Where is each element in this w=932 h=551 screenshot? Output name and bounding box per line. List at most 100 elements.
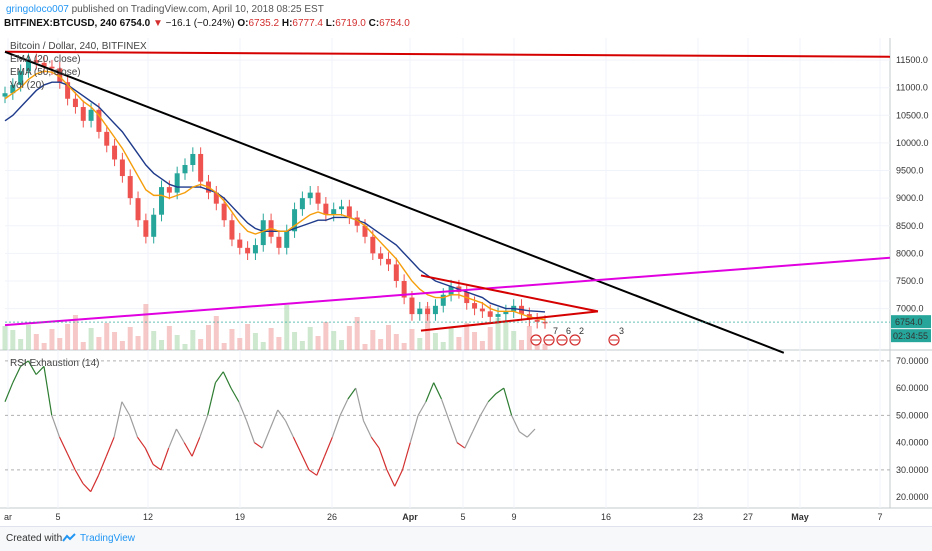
candle-body bbox=[198, 153, 204, 182]
rsi-segment bbox=[316, 456, 326, 476]
volume-bar bbox=[378, 339, 384, 350]
publish-line: gringoloco007 published on TradingView.c… bbox=[6, 4, 324, 15]
rsi-segment bbox=[378, 447, 388, 471]
rsi-segment bbox=[27, 360, 37, 375]
author-link[interactable]: gringoloco007 bbox=[6, 4, 69, 15]
legend-ema20[interactable]: EMA (20, close) bbox=[10, 54, 81, 65]
time-tick-label: 5 bbox=[55, 512, 60, 522]
time-tick-label: 9 bbox=[511, 512, 516, 522]
trendline bbox=[420, 310, 599, 332]
candle-body bbox=[182, 165, 188, 174]
candle-body bbox=[299, 198, 305, 210]
rsi-segment bbox=[199, 415, 209, 438]
volume-bar bbox=[159, 340, 165, 350]
candle-body bbox=[245, 247, 251, 254]
candle-body bbox=[331, 209, 337, 215]
open-label: O: bbox=[237, 18, 249, 29]
candle-body bbox=[401, 280, 407, 298]
rsi-segment bbox=[20, 360, 29, 367]
candle-body bbox=[276, 236, 282, 248]
volume-bar bbox=[135, 336, 141, 350]
candle-body bbox=[323, 203, 329, 215]
rsi-segment bbox=[519, 431, 528, 438]
legend-rsi[interactable]: RSI Exhaustion (14) bbox=[10, 358, 100, 369]
price-tick-label: 9000.0 bbox=[896, 193, 924, 203]
candle-body bbox=[284, 231, 290, 248]
candle-body bbox=[385, 258, 391, 265]
candle-body bbox=[41, 62, 47, 67]
candle-body bbox=[440, 294, 446, 306]
volume-bar bbox=[479, 341, 485, 350]
candle-body bbox=[432, 305, 438, 315]
rsi-segment bbox=[472, 415, 481, 432]
candle-body bbox=[378, 253, 384, 259]
price-change: −16.1 (−0.24%) bbox=[165, 18, 235, 29]
ema20-line bbox=[4, 70, 546, 321]
time-tick-label: ar bbox=[4, 512, 12, 522]
rsi-segment bbox=[464, 431, 474, 449]
rsi-pane[interactable] bbox=[4, 360, 890, 493]
volume-bar bbox=[307, 327, 313, 350]
rsi-tick-label: 50.0000 bbox=[896, 410, 929, 420]
rsi-segment bbox=[207, 382, 217, 416]
volume-bar bbox=[495, 318, 501, 350]
rsi-segment bbox=[331, 415, 341, 438]
price-tick-label: 8500.0 bbox=[896, 221, 924, 231]
volume-bar bbox=[339, 340, 345, 350]
volume-bar bbox=[401, 343, 407, 350]
trendline bbox=[4, 50, 891, 58]
high-value: 6777.4 bbox=[292, 18, 323, 29]
candle-body bbox=[112, 145, 118, 160]
down-arrow-icon: ▼ bbox=[152, 18, 163, 29]
rsi-segment bbox=[479, 401, 489, 416]
volume-bar bbox=[80, 342, 86, 350]
rsi-segment bbox=[144, 447, 154, 465]
candle-body bbox=[315, 192, 321, 204]
symbol-label: BITFINEX:BTCUSD, 240 bbox=[4, 18, 117, 29]
ohlc-line: BITFINEX:BTCUSD, 240 6754.0 ▼ −16.1 (−0.… bbox=[4, 18, 410, 29]
legend-title: Bitcoin / Dollar, 240, BITFINEX bbox=[10, 41, 147, 52]
time-tick-label: 12 bbox=[143, 512, 153, 522]
candle-body bbox=[49, 66, 55, 69]
chart-header: gringoloco007 published on TradingView.c… bbox=[0, 0, 932, 40]
volume-bar bbox=[456, 337, 462, 350]
legend-ema50[interactable]: EMA (50, close) bbox=[10, 67, 81, 78]
rsi-segment bbox=[277, 409, 287, 422]
candle-body bbox=[417, 308, 423, 315]
volume-bar bbox=[221, 343, 227, 350]
close-value: 6754.0 bbox=[379, 18, 410, 29]
candle-body bbox=[370, 236, 376, 254]
open-value: 6735.2 bbox=[248, 18, 280, 29]
candle-body bbox=[307, 192, 313, 199]
last-price: 6754.0 bbox=[119, 18, 151, 29]
rsi-segment bbox=[230, 387, 240, 403]
rsi-segment bbox=[66, 453, 76, 471]
trendline bbox=[4, 256, 891, 327]
price-tick-label: 8000.0 bbox=[896, 248, 924, 258]
rsi-segment bbox=[495, 387, 505, 395]
volume-bar bbox=[370, 330, 376, 350]
rsi-segment bbox=[261, 428, 271, 449]
rsi-tick-label: 20.0000 bbox=[896, 492, 929, 502]
rsi-segment bbox=[401, 442, 411, 471]
rsi-segment bbox=[214, 371, 224, 384]
volume-bar bbox=[41, 343, 47, 350]
close-label: C: bbox=[368, 18, 380, 29]
candle-body bbox=[135, 198, 141, 221]
tradingview-brand[interactable]: TradingView bbox=[80, 533, 136, 544]
tradingview-logo-icon bbox=[62, 533, 76, 542]
candle-body bbox=[260, 220, 266, 246]
candle-body bbox=[534, 319, 540, 322]
ema50-line bbox=[4, 81, 546, 313]
candle-body bbox=[252, 245, 258, 254]
volume-bar bbox=[174, 335, 180, 350]
price-tick-label: 11000.0 bbox=[896, 83, 928, 93]
price-tick-label: 7500.0 bbox=[896, 276, 924, 286]
candle-body bbox=[503, 311, 509, 315]
volume-bar bbox=[503, 322, 509, 350]
volume-bar bbox=[72, 315, 78, 350]
legend-vol[interactable]: Vol (20) bbox=[10, 80, 44, 91]
time-tick-label: 19 bbox=[235, 512, 245, 522]
